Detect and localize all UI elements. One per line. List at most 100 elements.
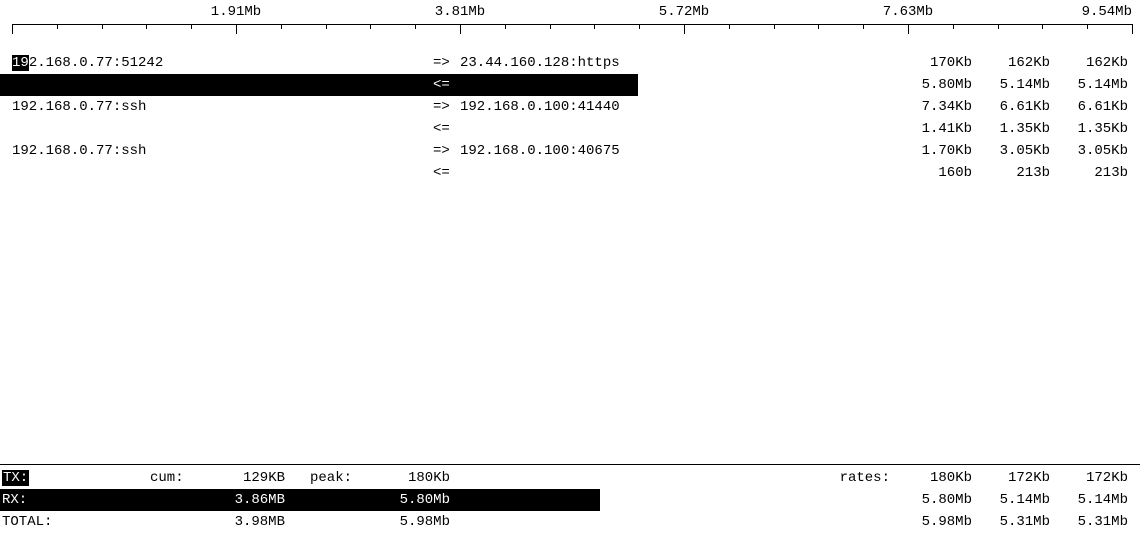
total-rate-2s: 5.98Mb [902, 511, 972, 533]
total-label: TOTAL: [0, 511, 52, 533]
rx-traffic-bar: RX: 3.86MB 5.80Mb [0, 489, 600, 511]
connection-row: 192.168.0.77:51242 => 23.44.160.128:http… [0, 52, 1140, 74]
tx-peak: 180Kb [380, 467, 450, 489]
total-cum: 3.98MB [215, 511, 285, 533]
scale-tick-minor [326, 24, 327, 29]
direction-arrow: => [433, 52, 450, 74]
scale-tick-minor [1042, 24, 1043, 29]
scale-tick-major [684, 24, 685, 34]
scale-tick-minor [639, 24, 640, 29]
rate-10s: 3.05Kb [980, 140, 1050, 162]
connection-row: 192.168.0.77:ssh => 192.168.0.100:41440 … [0, 96, 1140, 118]
connection-row: 192.168.0.77:ssh => 192.168.0.100:40675 … [0, 140, 1140, 162]
rate-10s: 1.35Kb [980, 118, 1050, 140]
summary-tx-row: TX: cum: 129KB peak: 180Kb rates: 180Kb … [0, 467, 1140, 489]
summary-total-row: TOTAL: 3.98MB 5.98Mb 5.98Mb 5.31Mb 5.31M… [0, 511, 1140, 533]
scale-tick-major [908, 24, 909, 34]
direction-arrow: => [433, 140, 450, 162]
tx-rate-40s: 172Kb [1058, 467, 1128, 489]
bandwidth-scale: 1.91Mb 3.81Mb 5.72Mb 7.63Mb 9.54Mb [0, 0, 1140, 40]
scale-tick-minor [370, 24, 371, 29]
summary-divider [0, 464, 1140, 465]
rx-rate-2s: 5.80Mb [902, 489, 972, 511]
rate-2s: 160b [902, 162, 972, 184]
scale-tick-major [1132, 24, 1133, 34]
dest-host: 23.44.160.128:https [460, 52, 620, 74]
rate-40s: 3.05Kb [1058, 140, 1128, 162]
rate-2s: 7.34Kb [902, 96, 972, 118]
direction-arrow: <= [433, 162, 450, 184]
peak-header: peak: [310, 467, 352, 489]
scale-tick-minor [102, 24, 103, 29]
rate-10s: 6.61Kb [980, 96, 1050, 118]
direction-arrow: => [433, 96, 450, 118]
total-rate-10s: 5.31Mb [980, 511, 1050, 533]
scale-tick-minor [953, 24, 954, 29]
traffic-bar [0, 74, 638, 96]
rate-2s: 1.70Kb [902, 140, 972, 162]
direction-arrow: <= [433, 118, 450, 140]
rx-peak: 5.80Mb [380, 489, 450, 511]
total-rate-40s: 5.31Mb [1058, 511, 1128, 533]
scale-tick-minor [281, 24, 282, 29]
summary-footer: TX: cum: 129KB peak: 180Kb rates: 180Kb … [0, 467, 1140, 533]
scale-tick-minor [818, 24, 819, 29]
rate-10s: 162Kb [980, 52, 1050, 74]
dest-host: 192.168.0.100:40675 [460, 140, 620, 162]
connection-row: <= 5.80Mb 5.14Mb 5.14Mb [0, 74, 1140, 96]
scale-tick-major [236, 24, 237, 34]
rx-cum: 3.86MB [215, 489, 285, 511]
rx-rate-40s: 5.14Mb [1058, 489, 1128, 511]
scale-label: 7.63Mb [883, 4, 933, 20]
summary-rx-row: RX: 3.86MB 5.80Mb 5.80Mb 5.14Mb 5.14Mb [0, 489, 1140, 511]
rate-10s: 213b [980, 162, 1050, 184]
scale-tick-minor [57, 24, 58, 29]
connection-row: <= 1.41Kb 1.35Kb 1.35Kb [0, 118, 1140, 140]
rate-40s: 1.35Kb [1058, 118, 1128, 140]
scale-tick-minor [998, 24, 999, 29]
scale-tick-minor [415, 24, 416, 29]
connection-list: 192.168.0.77:51242 => 23.44.160.128:http… [0, 52, 1140, 184]
scale-baseline [12, 24, 1132, 25]
tx-cum: 129KB [215, 467, 285, 489]
scale-tick-minor [550, 24, 551, 29]
tx-rate-10s: 172Kb [980, 467, 1050, 489]
tx-label: TX: [0, 467, 29, 489]
rate-40s: 213b [1058, 162, 1128, 184]
tx-rate-2s: 180Kb [902, 467, 972, 489]
scale-tick-minor [594, 24, 595, 29]
dest-host: 192.168.0.100:41440 [460, 96, 620, 118]
total-peak: 5.98Mb [380, 511, 450, 533]
rate-40s: 5.14Mb [1058, 74, 1128, 96]
source-host: 192.168.0.77:51242 [12, 52, 163, 74]
scale-tick-minor [1087, 24, 1088, 29]
rx-label: RX: [0, 489, 27, 511]
rate-40s: 6.61Kb [1058, 96, 1128, 118]
connection-row: <= 160b 213b 213b [0, 162, 1140, 184]
scale-tick-minor [146, 24, 147, 29]
source-host-rest: 2.168.0.77:51242 [29, 55, 163, 71]
scale-label: 9.54Mb [1082, 4, 1132, 20]
rate-10s: 5.14Mb [980, 74, 1050, 96]
rates-header: rates: [840, 467, 890, 489]
scale-label: 1.91Mb [211, 4, 261, 20]
scale-label: 3.81Mb [435, 4, 485, 20]
scale-tick-minor [774, 24, 775, 29]
rx-rate-10s: 5.14Mb [980, 489, 1050, 511]
cum-header: cum: [150, 467, 184, 489]
scale-tick-minor [505, 24, 506, 29]
rate-2s: 5.80Mb [902, 74, 972, 96]
scale-tick-major [460, 24, 461, 34]
rate-40s: 162Kb [1058, 52, 1128, 74]
source-host: 192.168.0.77:ssh [12, 96, 146, 118]
direction-arrow: <= [433, 74, 450, 96]
source-host: 192.168.0.77:ssh [12, 140, 146, 162]
scale-tick-minor [729, 24, 730, 29]
rate-2s: 1.41Kb [902, 118, 972, 140]
scale-tick-minor [191, 24, 192, 29]
scale-label: 5.72Mb [659, 4, 709, 20]
scale-tick-major [12, 24, 13, 34]
cursor-highlight: 19 [12, 55, 29, 71]
scale-tick-minor [863, 24, 864, 29]
rate-2s: 170Kb [902, 52, 972, 74]
